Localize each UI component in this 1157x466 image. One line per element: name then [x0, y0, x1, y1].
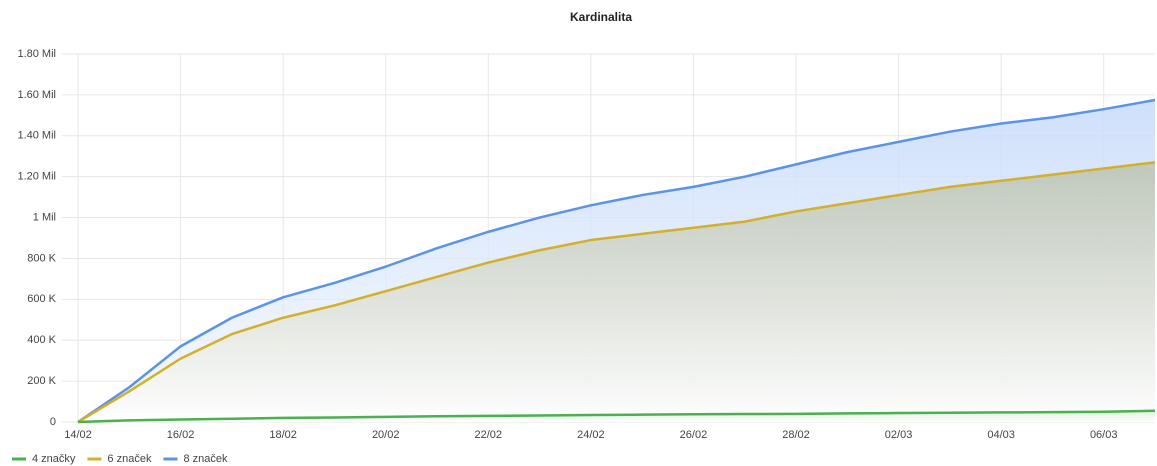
y-tick-label: 1.60 Mil: [17, 89, 56, 101]
y-tick-label: 1.20 Mil: [17, 171, 56, 183]
x-tick-label: 16/02: [167, 429, 195, 441]
x-tick-label: 24/02: [577, 429, 605, 441]
chart-title: Kardinalita: [570, 10, 632, 24]
y-tick-label: 600 K: [27, 293, 56, 305]
x-tick-label: 28/02: [782, 429, 810, 441]
y-tick-label: 200 K: [27, 375, 56, 387]
x-tick-label: 22/02: [475, 429, 503, 441]
y-tick-label: 1.80 Mil: [17, 48, 56, 60]
y-tick-label: 800 K: [27, 252, 56, 264]
x-tick-label: 06/03: [1090, 429, 1118, 441]
y-tick-label: 0: [50, 416, 56, 428]
x-tick-label: 26/02: [680, 429, 708, 441]
x-tick-label: 04/03: [987, 429, 1015, 441]
area: [78, 162, 1155, 422]
legend-label: 4 značky: [32, 453, 76, 465]
legend-label: 6 značek: [107, 453, 152, 465]
x-tick-label: 14/02: [64, 429, 92, 441]
x-tick-label: 20/02: [372, 429, 400, 441]
y-tick-label: 400 K: [27, 334, 56, 346]
series-line: [77, 409, 1156, 424]
y-tick-label: 1.40 Mil: [17, 130, 56, 142]
series-line: [77, 98, 1156, 424]
series-line: [77, 161, 1156, 424]
legend-label: 8 značek: [183, 453, 228, 465]
x-tick-label: 18/02: [269, 429, 297, 441]
y-tick-label: 1 Mil: [33, 211, 56, 223]
x-tick-label: 02/03: [885, 429, 913, 441]
